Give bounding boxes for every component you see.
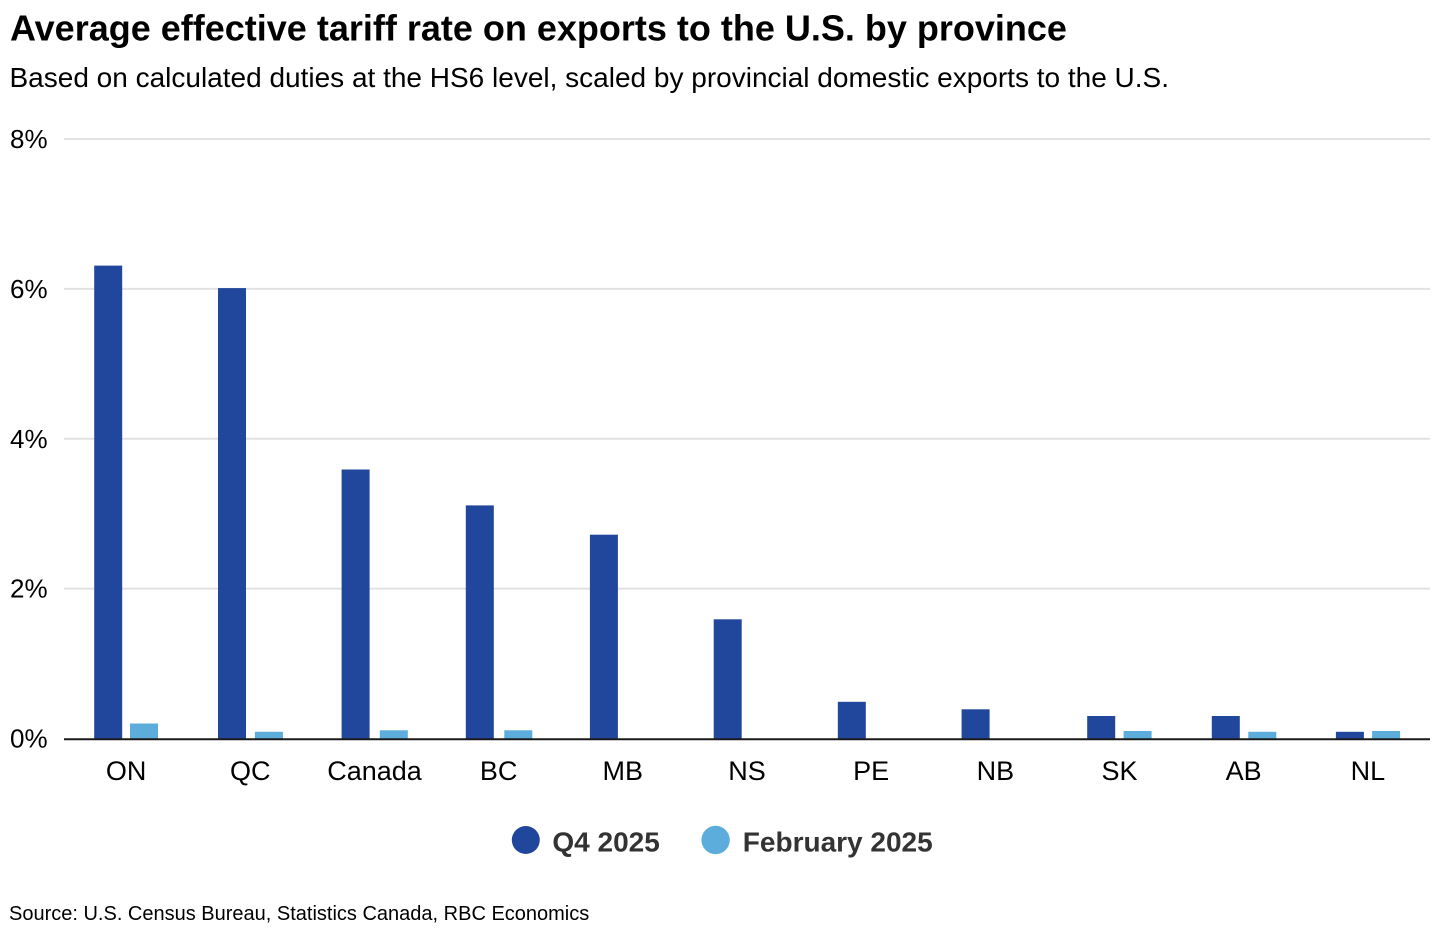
svg-text:ON: ON xyxy=(106,756,147,786)
svg-text:BC: BC xyxy=(480,756,518,786)
svg-text:SK: SK xyxy=(1101,756,1137,786)
svg-text:PE: PE xyxy=(853,756,889,786)
svg-text:AB: AB xyxy=(1226,756,1262,786)
svg-text:Average effective tariff rate: Average effective tariff rate on exports… xyxy=(10,8,1067,49)
svg-text:NB: NB xyxy=(977,756,1015,786)
svg-text:8%: 8% xyxy=(10,124,48,154)
svg-text:0%: 0% xyxy=(10,724,48,754)
svg-text:MB: MB xyxy=(603,756,644,786)
svg-text:Q4 2025: Q4 2025 xyxy=(552,827,659,858)
svg-text:NS: NS xyxy=(728,756,766,786)
svg-text:QC: QC xyxy=(230,756,271,786)
svg-text:NL: NL xyxy=(1351,756,1386,786)
svg-text:Source: U.S. Census Bureau, St: Source: U.S. Census Bureau, Statistics C… xyxy=(9,903,589,925)
svg-text:2%: 2% xyxy=(10,574,48,604)
svg-text:February 2025: February 2025 xyxy=(743,827,933,858)
svg-text:4%: 4% xyxy=(10,424,48,454)
svg-text:Based on calculated duties at: Based on calculated duties at the HS6 le… xyxy=(10,62,1170,93)
svg-text:6%: 6% xyxy=(10,274,48,304)
svg-text:Canada: Canada xyxy=(327,756,423,786)
